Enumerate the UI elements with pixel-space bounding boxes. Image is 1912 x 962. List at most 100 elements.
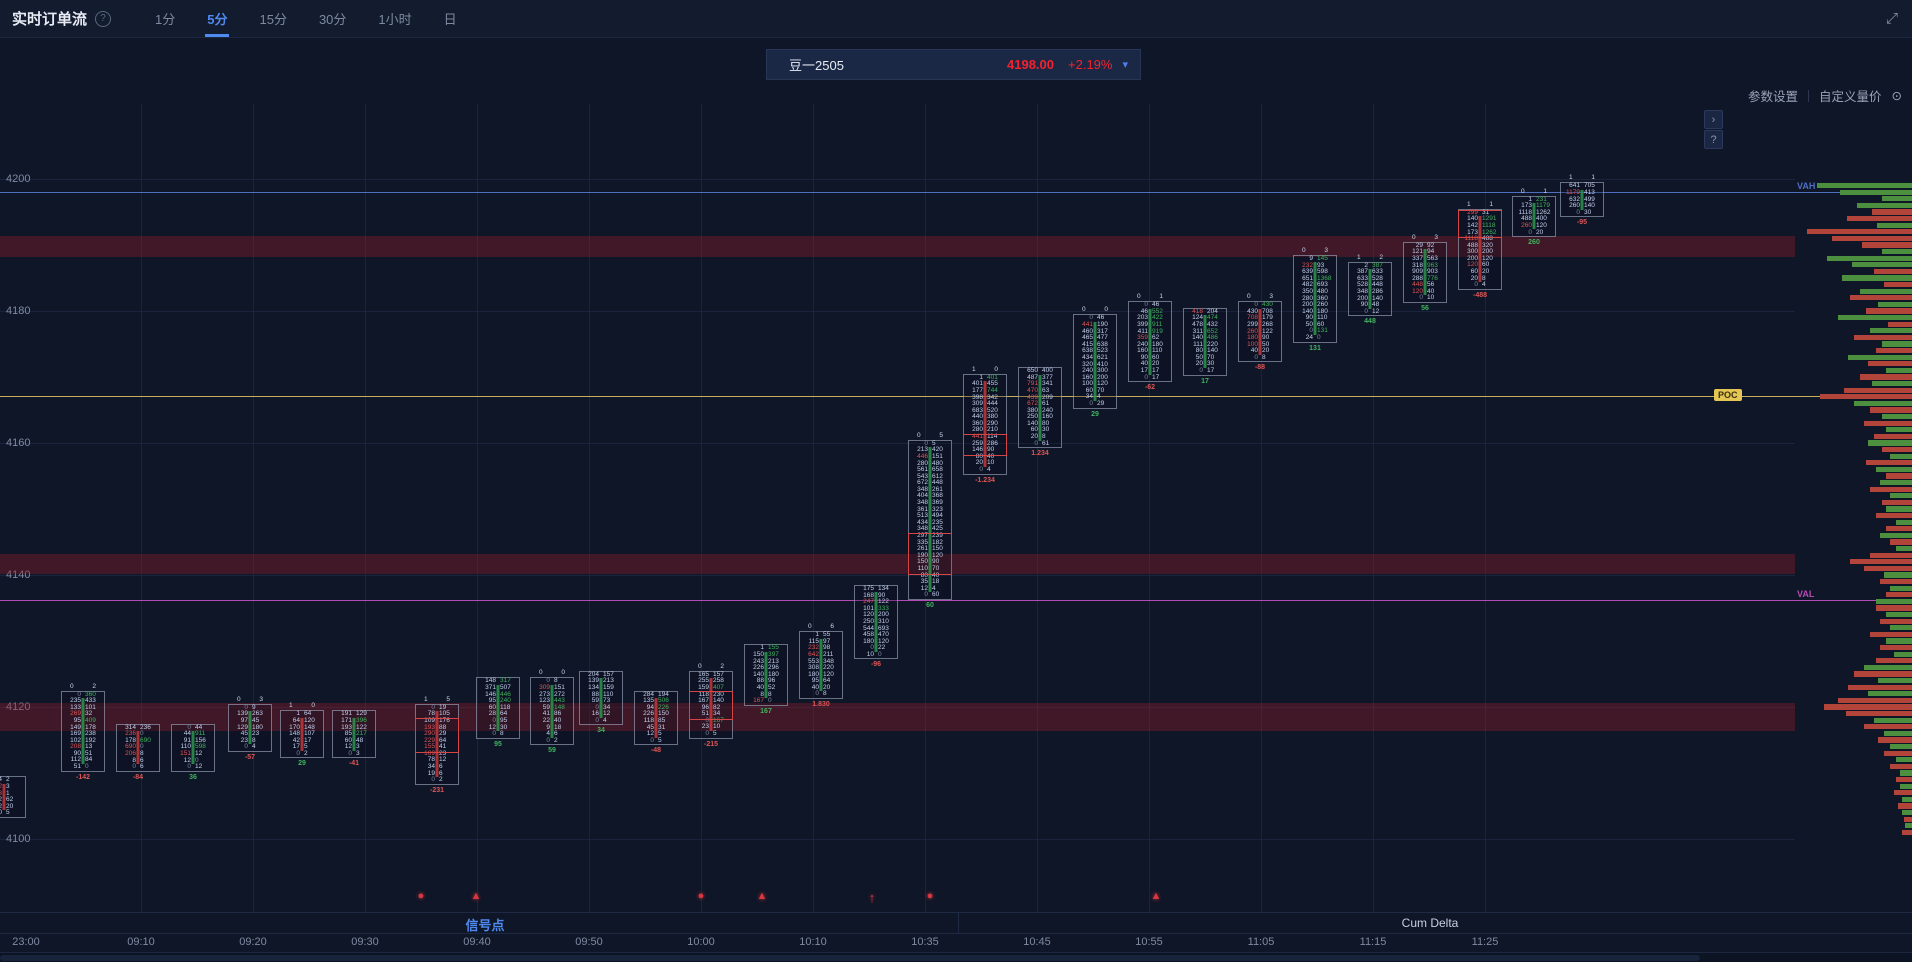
tab-日[interactable]: 日 <box>443 12 457 27</box>
bid-ask-row: 95 409 <box>73 716 96 724</box>
footprint-box: 0 8 309 151 273 272 123 443 59 148 41 86 22 40 9 18 4 6 0 2… <box>530 669 574 754</box>
bid-ask-row: 320 410 <box>1082 360 1108 368</box>
bid-ask-row: 434 621 <box>1082 353 1108 361</box>
bid-ask-row: 60 20 <box>1470 268 1490 276</box>
bid-ask-row: 90 51 <box>73 749 93 757</box>
bid-ask-row: 146 90 <box>972 446 995 454</box>
volume-profile-bar <box>1807 229 1912 235</box>
tab-1分[interactable]: 1分 <box>155 12 176 27</box>
bid-ask-row: 80 140 <box>1195 347 1218 355</box>
bid-ask-row: 140 180 <box>1302 307 1328 315</box>
bid-ask-row: 1179 413 <box>1566 188 1595 196</box>
bid-ask-row: 478 432 <box>1192 320 1218 328</box>
bid-ask-row: 60 118 <box>488 703 511 711</box>
bid-ask-row: 348 286 <box>1357 287 1383 295</box>
custom-volprice-button[interactable]: 自定义量价 <box>1819 90 1882 104</box>
bottom-scrollbar[interactable] <box>0 952 1912 962</box>
bid-ask-row: 232 98 <box>808 644 831 652</box>
volume-profile-bar <box>1886 638 1912 644</box>
tab-5分[interactable]: 5分 <box>205 0 230 37</box>
fullscreen-icon[interactable]: ⤢ <box>1885 10 1898 27</box>
bid-ask-row: 59 73 <box>591 697 611 705</box>
bid-ask-row: 371 507 <box>485 683 511 691</box>
bid-ask-row: 482 693 <box>1302 281 1328 289</box>
bid-ask-row: 261 150 <box>917 545 943 553</box>
scrollbar-handle[interactable] <box>0 955 1700 961</box>
time-axis-label: 10:00 <box>687 936 715 948</box>
volume-profile-bar <box>1854 334 1912 341</box>
help-icon[interactable]: ? <box>95 10 112 27</box>
volume-profile-bar <box>1872 209 1912 215</box>
symbol-selector[interactable]: 豆一2505 4198.00 +2.19% ▾ <box>766 49 1141 80</box>
bid-ask-row: 90 110 <box>1305 314 1328 322</box>
volume-profile-bar <box>1860 288 1912 294</box>
bid-ask-row: 348 261 <box>917 485 943 493</box>
tab-30分[interactable]: 30分 <box>318 12 347 27</box>
signal-marker-arrow: ↑ <box>868 890 876 905</box>
bid-ask-row: 200 260 <box>1302 301 1328 309</box>
bid-ask-row: 0 17 <box>1199 367 1215 375</box>
bid-ask-row: 193 88 <box>424 723 447 731</box>
volume-profile-bar <box>1850 295 1912 301</box>
bid-ask-row: 160 110 <box>1137 347 1163 355</box>
footprint-column: 1 155 150 397 243 213 226 296 140 180 88 96 40 52 8 8 16… <box>744 644 788 715</box>
time-axis-label: 23:00 <box>12 936 40 948</box>
tab-15分[interactable]: 15分 <box>259 12 287 27</box>
volume-profile-bar <box>1882 341 1912 347</box>
bid-ask-row: 909 903 <box>1412 268 1438 276</box>
chevron-down-icon[interactable]: ▾ <box>1122 59 1128 71</box>
bid-ask-row: 460 317 <box>1082 327 1108 335</box>
settings-button[interactable]: 参数设置 <box>1747 90 1798 104</box>
bid-ask-row: 311 652 <box>1192 327 1218 335</box>
bid-ask-row: 9 18 <box>546 723 562 731</box>
volume-profile-bar <box>1820 394 1912 400</box>
bid-ask-row: 134 159 <box>588 683 614 691</box>
custom-volprice-icon[interactable]: ⊙ <box>1891 89 1902 103</box>
time-gridline <box>1373 104 1374 912</box>
collapse-panel-button[interactable]: › <box>1704 110 1723 129</box>
symbol-change: +2.19% <box>1068 57 1113 72</box>
bid-ask-row: 46 552 <box>1140 307 1163 315</box>
price-gridline <box>0 707 1795 708</box>
volume-profile-bar <box>1832 235 1912 242</box>
bid-ask-row: 288 776 <box>1412 274 1438 282</box>
bid-ask-row: 60 30 <box>1030 426 1050 434</box>
volume-band <box>0 236 1795 257</box>
bid-ask-row: 23 10 <box>701 723 721 731</box>
bid-ask-row: 1623 <box>0 782 10 790</box>
bid-ask-row: 284 194 <box>643 690 669 698</box>
column-delta: 34 <box>597 727 605 735</box>
column-delta: 56 <box>1421 305 1429 313</box>
bid-ask-row: 140 486 <box>1192 334 1218 342</box>
bid-ask-row: 360 290 <box>972 419 998 427</box>
time-axis-label: 11:15 <box>1359 936 1387 948</box>
column-delta: 1.234 <box>1031 450 1049 458</box>
bid-ask-row: 553 348 <box>808 657 834 665</box>
volume-profile-bar <box>1864 420 1912 426</box>
bid-ask-row: 0 60 <box>924 591 940 599</box>
toolbar-divider <box>1808 89 1809 102</box>
volume-profile-bar <box>1890 625 1912 631</box>
bid-ask-row: 513 494 <box>917 512 943 520</box>
chart-help-button[interactable]: ? <box>1704 130 1723 149</box>
volume-profile-bar <box>1876 512 1912 519</box>
bid-ask-row: 16 12 <box>591 710 611 718</box>
bid-ask-row: 111 220 <box>1193 340 1218 348</box>
tab-1小时[interactable]: 1小时 <box>378 12 412 27</box>
bid-ask-row: 2 387 <box>1364 261 1383 269</box>
footprint-box: 0 430 430 708 708 179 299 268 260 122 180 90 100 50 40… <box>1238 293 1282 371</box>
bid-ask-row: 148 317 <box>485 677 511 685</box>
bid-ask-row: 34 6 <box>427 763 443 771</box>
bid-ask-row: 139 213 <box>588 677 614 685</box>
bid-ask-row: 133 101 <box>70 703 96 711</box>
bid-ask-row: 142 1118 <box>1467 221 1496 229</box>
volume-profile-bar <box>1890 763 1912 770</box>
bid-ask-row: 24 0 <box>1305 334 1321 342</box>
footprint-box: 1 64 64 120 170 148 148 107 42 17 17 5 0 2 1 0 29 <box>280 702 324 767</box>
price-gridline <box>0 311 1795 312</box>
footprint-column: 0 9 139 263 97 45 129 180 45 23 23 8 0 4 0 3 -57 <box>228 696 272 761</box>
bid-ask-row: 120 60 <box>1467 261 1490 269</box>
